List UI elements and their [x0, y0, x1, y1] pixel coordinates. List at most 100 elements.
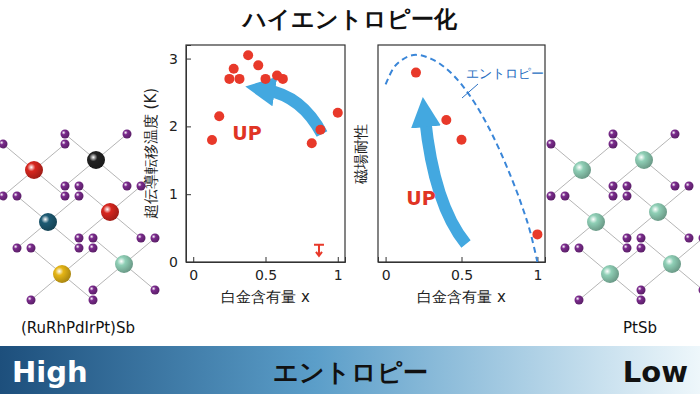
sb-atom: [75, 182, 84, 191]
metal-atom: [101, 203, 119, 221]
sb-atom: [547, 140, 556, 149]
sb-atom: [123, 130, 132, 139]
line: [386, 55, 538, 262]
plot-area: [386, 55, 543, 262]
sb-atom: [547, 192, 556, 201]
y-axis-title: 磁場耐性: [352, 124, 370, 185]
tick-mark: [462, 257, 463, 262]
sb-atom: [609, 192, 618, 201]
sb-atom: [89, 296, 98, 305]
sb-atom: [623, 244, 632, 253]
sb-atom: [699, 286, 700, 295]
point: [278, 74, 288, 84]
chart-panel: 00.51白金含有量 x磁場耐性エントロピーUP: [352, 45, 546, 306]
tick-label: 1: [533, 267, 542, 283]
sb-atom: [637, 234, 646, 243]
sb-atom: [123, 182, 132, 191]
sb-atom: [637, 296, 646, 305]
point: [532, 229, 542, 239]
sb-atom: [89, 234, 98, 243]
axis-line: [187, 257, 346, 263]
tick-mark: [338, 257, 339, 262]
sb-atom: [61, 192, 70, 201]
tick: 0.5: [451, 257, 473, 283]
upper-limit-marker: [314, 245, 324, 256]
metal-atom: [87, 151, 105, 169]
sb-atom: [623, 182, 632, 191]
sb-atom: [137, 234, 146, 243]
tick-label: 0.5: [451, 267, 473, 283]
sb-atom: [61, 140, 70, 149]
sb-atom: [0, 140, 8, 149]
sb-atom: [13, 244, 22, 253]
plot-frame: [186, 45, 345, 262]
tick-label: 1: [334, 267, 343, 283]
metal-atom: [587, 213, 605, 231]
arrow: [425, 118, 466, 244]
axis-line: [187, 46, 192, 263]
sb-atom: [61, 182, 70, 191]
metal-atom: [39, 213, 57, 231]
tick-label: 1: [169, 186, 178, 202]
tick-mark: [266, 257, 267, 262]
tick-mark: [193, 257, 194, 262]
footer-right: Low: [623, 355, 688, 389]
crystal-structure: [547, 130, 700, 305]
tick-label: 0.5: [255, 267, 277, 283]
tick-mark: [186, 262, 191, 263]
sb-atom: [637, 244, 646, 253]
sb-atom: [575, 296, 584, 305]
x-axis-title: 白金含有量 x: [417, 288, 506, 306]
metal-atom: [601, 265, 619, 283]
tick-label: 0: [169, 254, 178, 270]
metal-atom: [649, 203, 667, 221]
tick-mark: [186, 59, 191, 60]
point: [307, 138, 317, 148]
point: [214, 111, 224, 121]
point: [411, 68, 421, 78]
metal-atom: [25, 161, 43, 179]
metal-atom: [573, 161, 591, 179]
x-axis: 00.51: [187, 257, 346, 283]
sb-atom: [609, 182, 618, 191]
annotation: UP: [232, 122, 261, 144]
tick: 3: [169, 51, 191, 67]
sb-atom: [27, 296, 36, 305]
tick-label: 3: [169, 51, 178, 67]
sb-atom: [75, 234, 84, 243]
point: [253, 60, 263, 70]
sb-atom: [609, 130, 618, 139]
plot-frame: [378, 45, 545, 262]
point: [224, 74, 234, 84]
arrow: [266, 90, 322, 134]
sb-atom: [89, 244, 98, 253]
tick-mark: [186, 194, 191, 195]
point: [457, 135, 467, 145]
tick: 0: [189, 257, 198, 283]
sb-atom: [685, 182, 694, 191]
sb-atom: [561, 192, 570, 201]
plot-area: [207, 50, 343, 256]
tick-mark: [186, 126, 191, 127]
tick-label: 0: [189, 267, 198, 283]
sb-atom: [13, 192, 22, 201]
y-axis: 0123: [169, 46, 191, 270]
tick: 1: [169, 186, 191, 202]
sb-atom: [671, 182, 680, 191]
point: [207, 135, 217, 145]
sb-atom: [699, 234, 700, 243]
figure: ハイエントロピー化00.510123白金含有量 x超伝導転移温度 (K)UP00…: [0, 0, 700, 394]
footer-left: High: [12, 355, 88, 389]
axis-line: [379, 257, 546, 263]
sb-atom: [75, 192, 84, 201]
chart-panel: 00.510123白金含有量 x超伝導転移温度 (K)UP: [142, 45, 346, 306]
annotation: エントロピー: [466, 66, 544, 81]
title: ハイエントロピー化: [241, 6, 458, 32]
point: [333, 108, 343, 118]
structure-label: (RuRhPdIrPt)Sb: [21, 319, 135, 337]
tick-label: 0: [382, 267, 391, 283]
sb-atom: [89, 286, 98, 295]
sb-atom: [637, 286, 646, 295]
structure-label: PtSb: [623, 319, 657, 337]
point: [315, 125, 325, 135]
